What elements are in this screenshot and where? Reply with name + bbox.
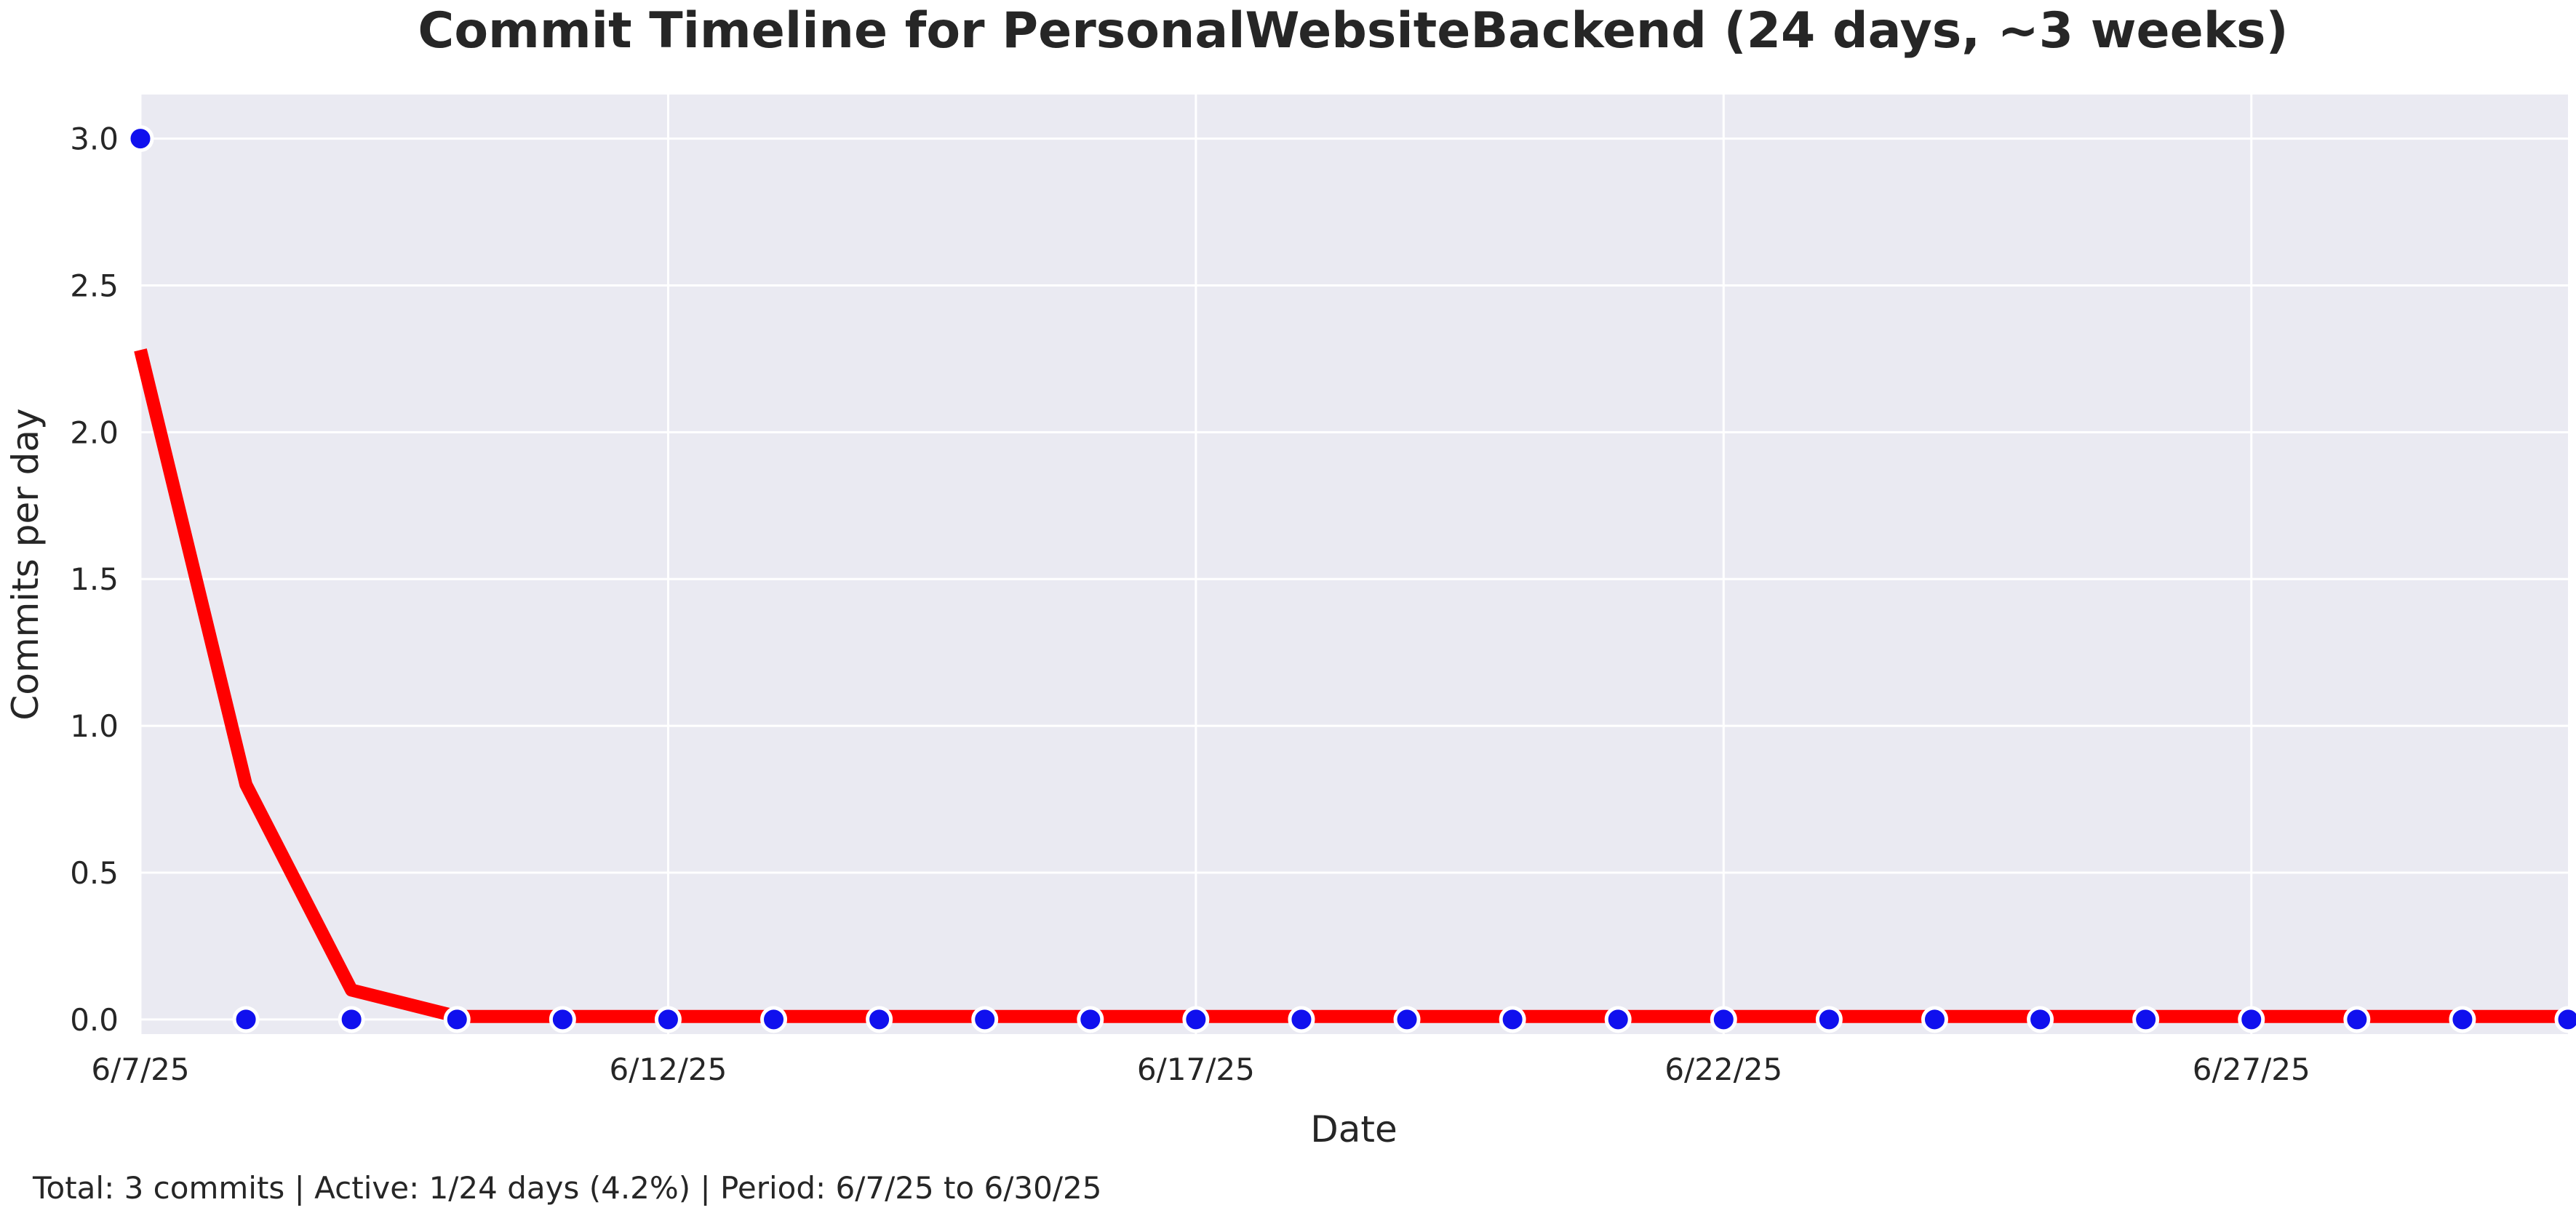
commit-point — [1499, 1006, 1526, 1033]
commit-point — [1077, 1006, 1104, 1033]
commit-point — [338, 1006, 365, 1033]
y-tick-label: 2.0 — [70, 415, 119, 450]
y-tick-label: 0.5 — [70, 855, 119, 891]
commit-point — [2132, 1006, 2160, 1033]
commit-point — [1921, 1006, 1948, 1033]
y-tick-label: 3.0 — [70, 121, 119, 157]
commit-point — [2449, 1006, 2476, 1033]
x-tick-label: 6/17/25 — [1137, 1052, 1255, 1087]
commit-points-layer — [127, 125, 2576, 1033]
commit-point — [232, 1006, 260, 1033]
summary-footer: Total: 3 commits | Active: 1/24 days (4.… — [32, 1170, 1101, 1206]
x-tick-label: 6/22/25 — [1664, 1052, 1782, 1087]
commit-point — [2554, 1006, 2576, 1033]
commit-point — [1288, 1006, 1315, 1033]
commit-point — [1182, 1006, 1210, 1033]
commit-point — [2238, 1006, 2265, 1033]
y-tick-label: 1.0 — [70, 708, 119, 744]
grid-lines — [139, 95, 2568, 1034]
x-tick-label: 6/12/25 — [609, 1052, 727, 1087]
commit-point — [654, 1006, 682, 1033]
commit-point — [760, 1006, 788, 1033]
y-tick-label: 0.0 — [70, 1002, 119, 1038]
commit-point — [1815, 1006, 1843, 1033]
commit-point — [971, 1006, 999, 1033]
commit-point — [127, 125, 154, 153]
x-axis-label: Date — [1310, 1108, 1397, 1150]
commit-point — [443, 1006, 471, 1033]
commit-point — [1604, 1006, 1632, 1033]
commit-point — [2343, 1006, 2371, 1033]
trend-line — [134, 348, 2568, 1023]
x-tick-label: 6/27/25 — [2193, 1052, 2310, 1087]
commit-point — [2027, 1006, 2054, 1033]
y-tick-label: 2.5 — [70, 268, 119, 303]
y-tick-labels: 0.0 0.5 1.0 1.5 2.0 2.5 3.0 — [70, 121, 119, 1038]
plot-area — [140, 95, 2568, 1034]
x-tick-label: 6/7/25 — [91, 1052, 189, 1087]
commit-point — [1393, 1006, 1421, 1033]
x-tick-labels: 6/7/25 6/12/25 6/17/25 6/22/25 6/27/25 — [91, 1052, 2310, 1087]
chart-title: Commit Timeline for PersonalWebsiteBacke… — [418, 2, 2288, 60]
y-axis-label: Commits per day — [4, 408, 47, 720]
trend-line-layer — [134, 348, 2568, 1023]
commit-point — [549, 1006, 576, 1033]
commit-point — [866, 1006, 893, 1033]
y-tick-label: 1.5 — [70, 561, 119, 597]
commit-point — [1710, 1006, 1737, 1033]
